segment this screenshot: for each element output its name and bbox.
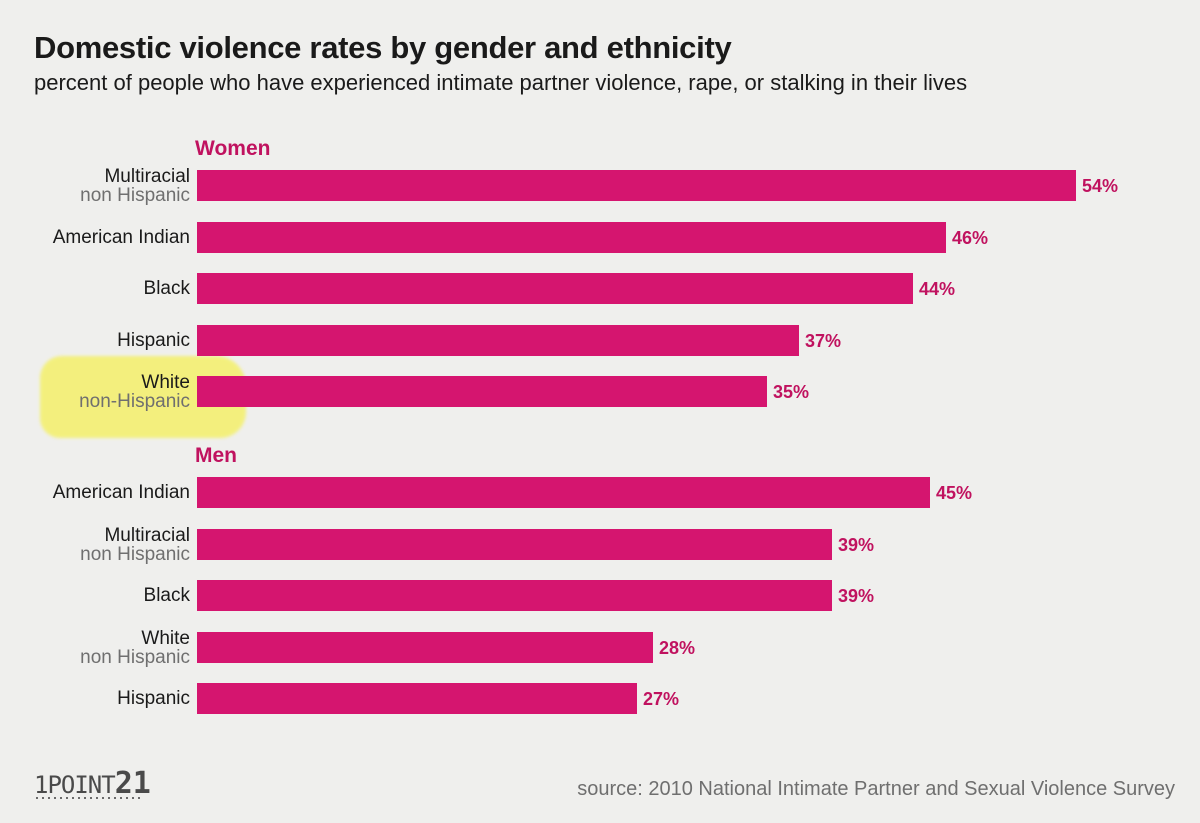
logo-underline — [36, 797, 141, 799]
chart-title: Domestic violence rates by gender and et… — [34, 30, 732, 65]
category-label-line1: Black — [143, 585, 190, 606]
bar — [197, 683, 637, 714]
category-label-line2: non Hispanic — [80, 647, 190, 668]
data-label: 28% — [659, 638, 696, 658]
category-label: Hispanic — [117, 331, 190, 350]
category-label-line1: Multiracial — [104, 166, 190, 187]
bar — [197, 477, 930, 508]
category-label-line1: American Indian — [52, 482, 190, 503]
category-label-line1: Multiracial — [104, 525, 190, 546]
bar — [197, 376, 767, 407]
category-label-line1: Black — [143, 278, 190, 299]
group-label-women: Women — [195, 137, 271, 160]
bar — [197, 529, 832, 560]
category-label: Multiracial non Hispanic — [80, 167, 190, 205]
data-label: 39% — [838, 586, 875, 606]
category-label-line1: Hispanic — [117, 330, 190, 351]
category-label-line2: non-Hispanic — [79, 391, 190, 412]
chart-subtitle: percent of people who have experienced i… — [34, 70, 968, 95]
category-label: Black — [144, 279, 190, 298]
category-label-line2: non Hispanic — [80, 185, 190, 206]
category-label: White non-Hispanic — [79, 373, 190, 411]
brand-logo: 1POINT21 — [34, 766, 151, 801]
category-label-line1: White — [141, 628, 190, 649]
category-label: Hispanic — [117, 689, 190, 708]
bar — [197, 580, 832, 611]
category-label: Multiracial non Hispanic — [80, 526, 190, 564]
data-label: 35% — [773, 382, 810, 402]
bar — [197, 170, 1076, 201]
category-label-line1: Hispanic — [117, 688, 190, 709]
source-note: source: 2010 National Intimate Partner a… — [577, 778, 1175, 800]
logo-text-left: 1POINT — [34, 771, 116, 799]
data-label: 46% — [952, 228, 989, 248]
category-label: White non Hispanic — [80, 629, 190, 667]
bar — [197, 325, 799, 356]
data-label: 37% — [805, 331, 842, 351]
category-label: American Indian — [53, 228, 190, 247]
data-label: 27% — [643, 689, 680, 709]
bar — [197, 632, 653, 663]
category-label-line1: White — [141, 372, 190, 393]
group-label-men: Men — [195, 444, 237, 467]
category-label: American Indian — [53, 483, 190, 502]
data-label: 44% — [919, 279, 956, 299]
data-label: 54% — [1082, 176, 1119, 196]
data-label: 45% — [936, 483, 973, 503]
category-label-line2: non Hispanic — [80, 544, 190, 565]
category-label: Black — [144, 586, 190, 605]
data-label: 39% — [838, 535, 875, 555]
category-label-line1: American Indian — [52, 227, 190, 248]
bar — [197, 273, 913, 304]
logo-text-right: 21 — [114, 766, 151, 801]
bar — [197, 222, 946, 253]
